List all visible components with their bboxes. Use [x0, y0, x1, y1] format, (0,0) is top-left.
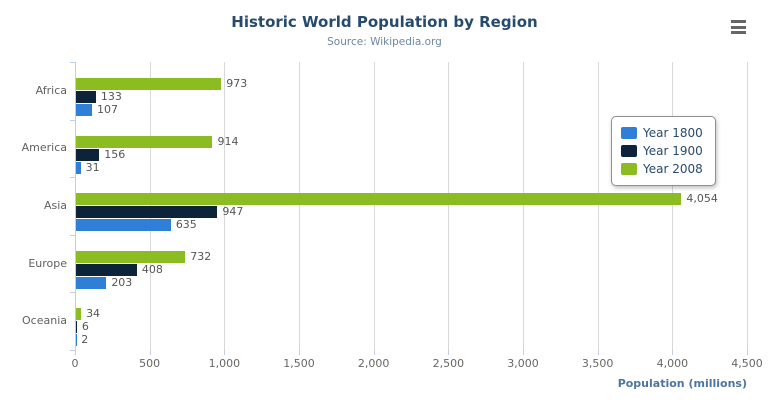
data-label: 107 — [96, 103, 118, 116]
x-axis-tick — [448, 350, 450, 355]
data-label: 31 — [85, 160, 100, 174]
gridline — [672, 62, 674, 350]
data-label: 34 — [86, 307, 101, 321]
bar-year-2008-asia[interactable] — [76, 193, 682, 206]
bar-year-1800-oceania[interactable] — [76, 334, 77, 347]
gridline — [747, 62, 748, 350]
x-axis-tick-label: 500 — [139, 357, 161, 370]
gridline — [149, 62, 151, 350]
gridline — [224, 62, 226, 350]
legend-item-year-1800[interactable]: Year 1800 — [621, 124, 703, 142]
bar-year-1800-america[interactable] — [76, 161, 81, 174]
data-label: 133 — [100, 90, 122, 103]
x-axis-tick-label: 0 — [71, 357, 79, 370]
export-menu-button[interactable] — [729, 20, 747, 34]
category-tick — [70, 177, 75, 179]
hamburger-icon — [730, 31, 746, 34]
bar-year-2008-oceania[interactable] — [76, 308, 82, 321]
x-axis-tick-label: 3,000 — [507, 357, 539, 370]
bar-year-1800-europe[interactable] — [76, 276, 107, 289]
x-axis-tick-label: 2,500 — [432, 357, 465, 370]
bar-year-2008-africa[interactable] — [76, 78, 222, 90]
x-axis-title: Population (millions) — [617, 377, 747, 390]
legend-label: Year 1800 — [643, 126, 703, 140]
x-axis-tick-label: 4,000 — [656, 357, 689, 370]
x-axis-tick — [672, 350, 674, 355]
bar-year-1800-africa[interactable] — [76, 104, 92, 116]
category-tick — [70, 234, 75, 236]
data-label: 2 — [81, 333, 89, 347]
gridline — [373, 62, 375, 350]
bar-year-2008-europe[interactable] — [76, 250, 186, 263]
x-axis-tick-label: 2,000 — [357, 357, 390, 370]
x-axis-tick-label: 4,500 — [731, 357, 763, 370]
data-label: 156 — [104, 147, 126, 161]
data-label: 408 — [141, 262, 163, 276]
bar-year-1900-oceania[interactable] — [76, 321, 77, 334]
x-axis-tick — [597, 350, 599, 355]
gridline — [523, 62, 524, 350]
legend-item-year-1900[interactable]: Year 1900 — [621, 142, 703, 160]
category-tick — [70, 292, 75, 294]
data-label: 6 — [81, 320, 89, 334]
x-axis-tick — [224, 350, 226, 355]
chart-subtitle: Source: Wikipedia.org — [327, 36, 442, 48]
y-axis-line — [75, 62, 76, 350]
legend-item-year-2008[interactable]: Year 2008 — [621, 160, 703, 178]
gridline — [448, 62, 450, 350]
plot-area: 973 133 107 914 156 31 4,054 947 635 732 408 203 34 6… — [75, 62, 748, 350]
hamburger-icon — [730, 20, 746, 23]
x-axis-tick — [299, 350, 300, 355]
category-label: America — [21, 141, 67, 155]
gridline — [597, 62, 599, 350]
bar-year-1900-europe[interactable] — [76, 263, 137, 276]
data-label: 203 — [111, 275, 133, 289]
category-tick — [70, 350, 75, 351]
category-label: Africa — [35, 83, 67, 97]
data-label: 732 — [190, 249, 212, 263]
category-label: Europe — [28, 256, 67, 270]
data-label: 973 — [226, 77, 248, 90]
gridline — [299, 62, 300, 350]
x-axis-tick — [747, 350, 748, 355]
x-axis-tick — [523, 350, 524, 355]
data-label: 947 — [222, 205, 244, 219]
hamburger-icon — [730, 25, 746, 29]
x-axis-tick-label: 1,500 — [283, 357, 315, 370]
data-label: 914 — [217, 134, 239, 148]
category-tick — [70, 119, 75, 121]
category-tick — [70, 62, 75, 63]
x-axis-tick — [75, 350, 76, 355]
bar-year-1800-asia[interactable] — [76, 219, 171, 232]
category-label: Asia — [43, 199, 67, 212]
bar-year-1900-america[interactable] — [76, 148, 100, 161]
legend-swatch-icon — [621, 163, 637, 175]
bar-year-1900-asia[interactable] — [76, 206, 218, 219]
legend-label: Year 1900 — [643, 144, 703, 158]
legend-swatch-icon — [621, 145, 637, 157]
x-axis-tick-label: 1,000 — [208, 357, 241, 370]
category-label: Oceania — [22, 314, 67, 328]
data-label: 4,054 — [686, 192, 718, 206]
legend-label: Year 2008 — [643, 162, 703, 176]
bar-year-1900-africa[interactable] — [76, 91, 96, 103]
x-axis-tick — [149, 350, 151, 355]
x-axis-tick-label: 3,500 — [581, 357, 614, 370]
legend: Year 1800 Year 1900 Year 2008 — [611, 116, 716, 186]
x-axis-tick — [373, 350, 375, 355]
bar-year-2008-america[interactable] — [76, 135, 213, 148]
chart-title: Historic World Population by Region — [231, 13, 538, 31]
data-label: 635 — [175, 218, 197, 232]
legend-swatch-icon — [621, 127, 637, 139]
